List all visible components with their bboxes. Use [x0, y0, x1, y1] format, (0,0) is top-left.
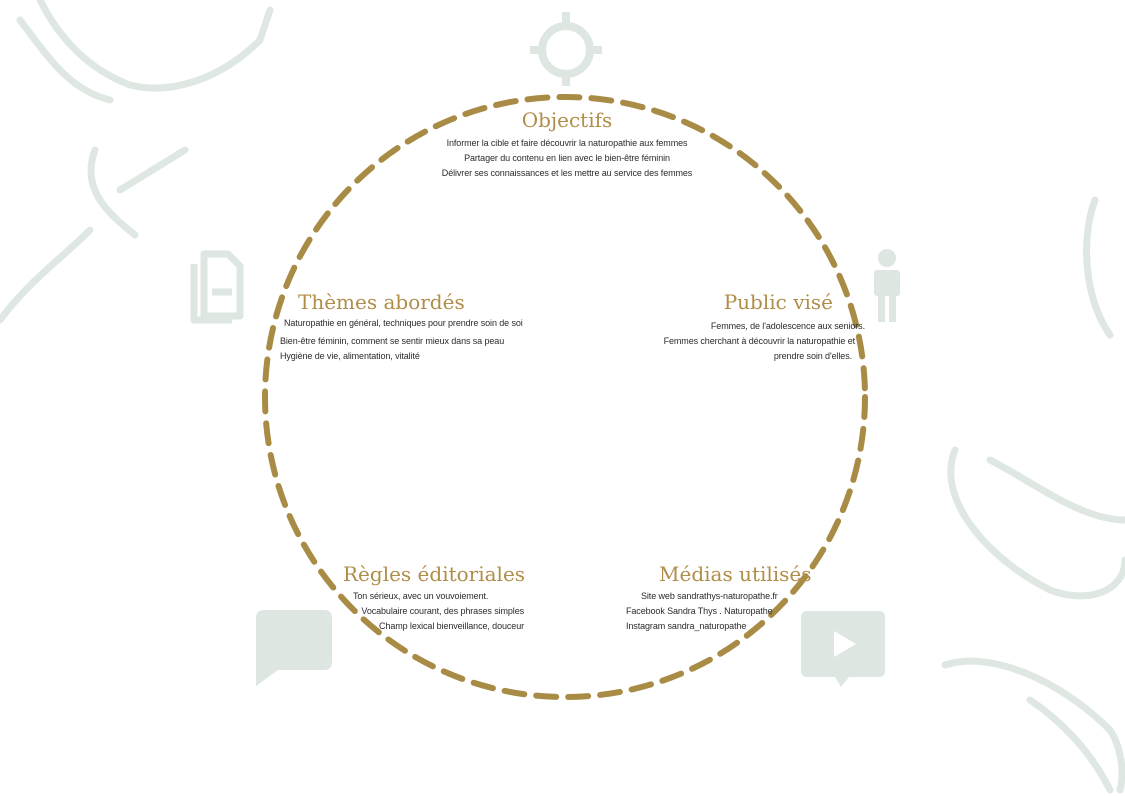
- target-icon: [530, 12, 602, 86]
- objectifs-title: Objectifs: [521, 108, 613, 132]
- themes-title: Thèmes abordés: [298, 290, 465, 314]
- leaf-bottom-right: [941, 657, 1125, 794]
- regles-line-1: Ton sérieux, avec un vouvoiement.: [353, 591, 489, 601]
- leaf-right-mid-inner: [986, 456, 1125, 524]
- leaf-left-stem: [0, 226, 94, 324]
- public-title: Public visé: [723, 290, 833, 314]
- leaf-bottom-right-inner: [1026, 696, 1114, 794]
- leaf-top-left: [36, 0, 274, 92]
- leaf-right-top: [1083, 196, 1114, 339]
- public-line-1: Femmes, de l'adolescence aux seniors.: [710, 321, 865, 331]
- leaf-right-mid: [947, 446, 1125, 600]
- chat-bubble-icon: [256, 610, 332, 686]
- person-icon: [874, 249, 900, 322]
- public-line-3: prendre soin d'elles.: [773, 351, 852, 361]
- leaf-top-left-inner: [16, 16, 114, 104]
- medias-line-1: Site web sandrathys-naturopathe.fr: [641, 591, 778, 601]
- document-icon: [190, 250, 244, 324]
- leaf-mid-left: [87, 146, 189, 239]
- objectifs-line-2: Partager du contenu en lien avec le bien…: [464, 153, 670, 163]
- medias-line-3: Instagram sandra_naturopathe: [626, 621, 747, 631]
- themes-line-3: Hygiène de vie, alimentation, vitalité: [280, 351, 420, 361]
- video-play-icon: [801, 611, 885, 687]
- themes-line-2: Bien-être féminin, comment se sentir mie…: [280, 336, 505, 346]
- medias-line-2: Facebook Sandra Thys . Naturopathe: [626, 606, 773, 616]
- regles-line-2: Vocabulaire courant, des phrases simples: [361, 606, 524, 616]
- objectifs-line-3: Délivrer ses connaissances et les mettre…: [441, 168, 693, 178]
- public-line-2: Femmes cherchant à découvrir la naturopa…: [663, 336, 856, 346]
- medias-title: Médias utilisés: [659, 562, 812, 586]
- themes-line-1: Naturopathie en général, techniques pour…: [284, 318, 523, 328]
- regles-title: Règles éditoriales: [343, 562, 526, 586]
- objectifs-line-1: Informer la cible et faire découvrir la …: [446, 138, 688, 148]
- regles-line-3: Champ lexical bienveillance, douceur: [379, 621, 524, 631]
